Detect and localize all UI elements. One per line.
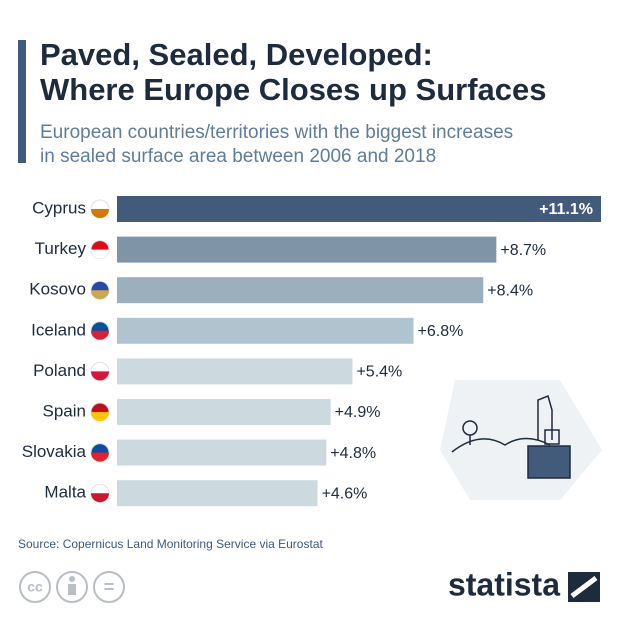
flag-icon xyxy=(91,493,109,503)
license-icon: = xyxy=(104,577,115,597)
value-label: +4.9% xyxy=(335,404,381,421)
category-label: Slovakia xyxy=(22,442,87,461)
bar xyxy=(117,277,484,304)
flag-icon xyxy=(91,452,109,462)
category-label: Malta xyxy=(44,483,86,502)
illustration xyxy=(440,380,602,500)
flag-icon xyxy=(91,209,109,218)
bar xyxy=(117,399,331,425)
value-label: +8.4% xyxy=(487,282,533,299)
license-icons xyxy=(19,571,125,603)
flag-icon xyxy=(91,371,109,381)
bar xyxy=(117,236,497,263)
license-icon: cc xyxy=(27,579,43,595)
category-label: Iceland xyxy=(31,320,86,339)
bar xyxy=(117,358,353,385)
brand-logo: statista xyxy=(448,566,560,602)
value-label: +5.4% xyxy=(356,364,402,381)
category-label: Poland xyxy=(33,361,86,380)
chart-subtitle: in sealed surface area between 2006 and … xyxy=(40,146,436,167)
chart-title: Where Europe Closes up Surfaces xyxy=(40,72,546,107)
category-label: Turkey xyxy=(35,239,87,258)
value-label: +4.8% xyxy=(330,445,376,462)
bar xyxy=(117,480,318,507)
value-label: +8.7% xyxy=(500,242,546,259)
value-label: +6.8% xyxy=(418,323,464,340)
category-label: Cyprus xyxy=(32,198,86,217)
category-label: Spain xyxy=(43,401,86,420)
flag-icon xyxy=(91,412,109,421)
bar xyxy=(117,317,414,344)
bar xyxy=(117,196,601,222)
flag-icon xyxy=(91,330,109,340)
bar xyxy=(117,439,327,466)
title-accent xyxy=(18,40,26,163)
chart-title: Paved, Sealed, Developed: xyxy=(40,37,433,72)
source: Source: Copernicus Land Monitoring Servi… xyxy=(18,537,323,551)
value-label: +11.1% xyxy=(539,201,593,218)
value-label: +4.6% xyxy=(322,485,368,502)
chart-subtitle: European countries/territories with the … xyxy=(40,122,513,143)
category-label: Kosovo xyxy=(29,280,86,299)
flag-icon xyxy=(91,290,109,300)
flag-icon xyxy=(91,249,109,259)
brand-mark xyxy=(568,572,600,602)
